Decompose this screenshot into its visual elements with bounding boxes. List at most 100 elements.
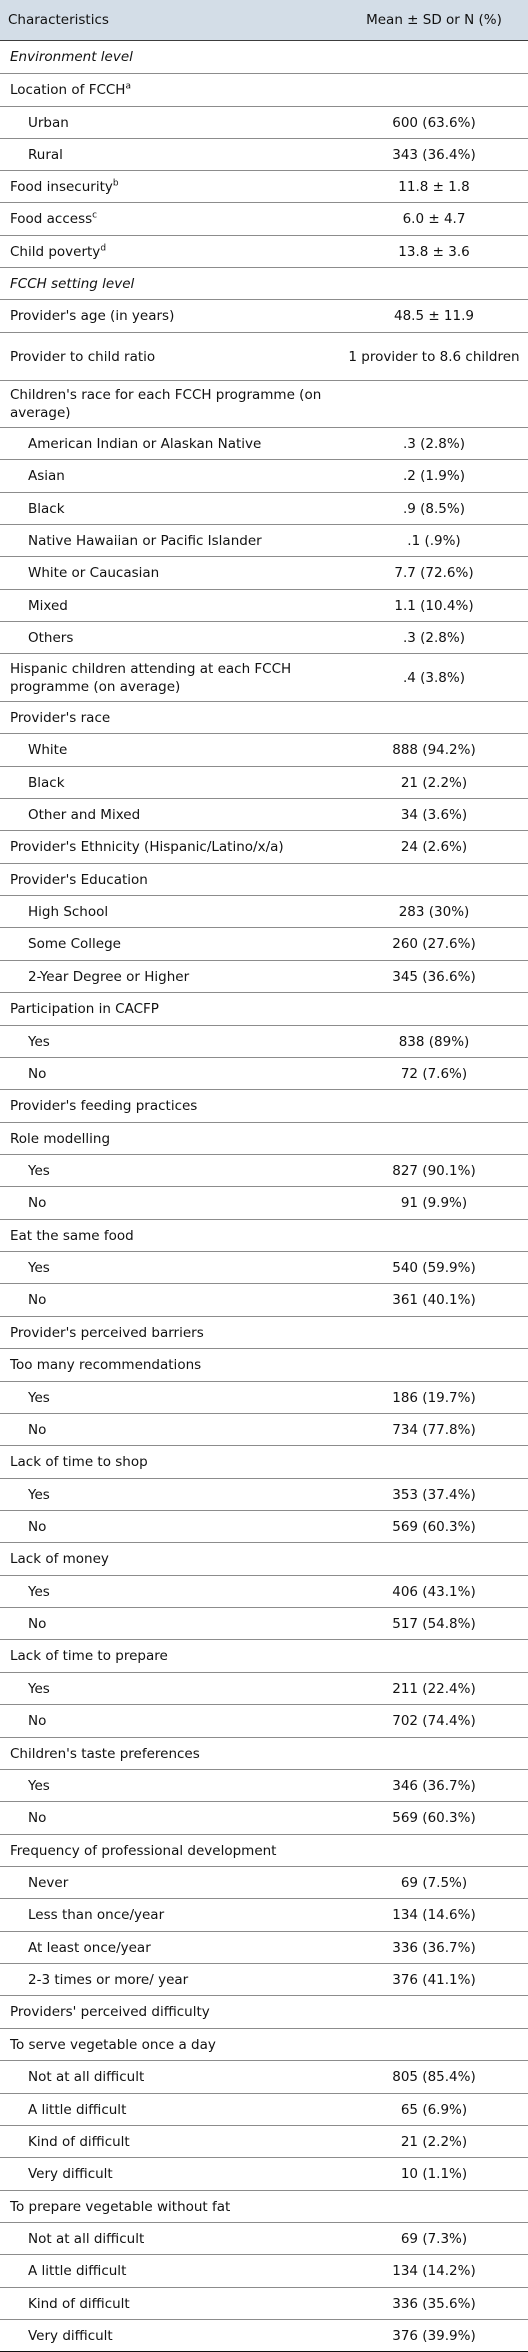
table-row: No 72 (7.6%)	[0, 1057, 528, 1090]
row-label: No	[0, 1057, 340, 1090]
row-label: Rural	[0, 138, 340, 171]
table-row: Provider's feeding practices	[0, 1089, 528, 1123]
row-label-text: American Indian or Alaskan Native	[28, 435, 262, 452]
table-row: Lack of money	[0, 1542, 528, 1576]
row-label-text: Yes	[28, 1486, 50, 1503]
row-label-text: Child poverty	[10, 243, 101, 260]
row-label: Lack of money	[0, 1542, 340, 1576]
row-value: 11.8 ± 1.8	[340, 170, 528, 203]
row-value: 134 (14.6%)	[340, 1898, 528, 1932]
table-row: Providers' perceived difficulty	[0, 1995, 528, 2029]
row-label: 2-Year Degree or Higher	[0, 960, 340, 993]
row-label: Yes	[0, 1251, 340, 1284]
row-label: Kind of difficult	[0, 2125, 340, 2158]
row-label: Native Hawaiian or Pacific Islander	[0, 524, 340, 557]
row-value: 186 (19.7%)	[340, 1381, 528, 1414]
row-label-text: Yes	[28, 1583, 50, 1600]
table-row: Provider's perceived barriers	[0, 1316, 528, 1349]
row-label: Not at all difficult	[0, 2222, 340, 2255]
row-label: Black	[0, 766, 340, 799]
row-label: Children's race for each FCCH programme …	[0, 380, 340, 428]
row-label-text: 2-3 times or more/ year	[28, 1971, 189, 1988]
row-label: Provider's race	[0, 701, 340, 734]
row-label-text: No	[28, 1065, 47, 1082]
row-label-text: Provider's Education	[10, 871, 148, 888]
row-value: 134 (14.2%)	[340, 2254, 528, 2288]
row-label-text: Very difficult	[28, 2166, 113, 2182]
row-value	[340, 1834, 528, 1867]
row-value: 805 (85.4%)	[340, 2060, 528, 2094]
row-value: 91 (9.9%)	[340, 1186, 528, 1220]
row-label-text: No	[28, 1518, 47, 1535]
footnote-marker: b	[112, 178, 119, 188]
row-label: Food insecurityb	[0, 170, 340, 203]
table-row: No 517 (54.8%)	[0, 1607, 528, 1640]
table-row: Lack of time to shop	[0, 1445, 528, 1479]
row-label: Yes	[0, 1672, 340, 1705]
table-row: Food accessc 6.0 ± 4.7	[0, 202, 528, 236]
row-label: Child povertyd	[0, 235, 340, 268]
row-value: 353 (37.4%)	[340, 1478, 528, 1511]
row-label-text: Eat the same food	[10, 1227, 134, 1244]
row-value: 569 (60.3%)	[340, 1510, 528, 1543]
row-label: Provider to child ratio	[0, 332, 340, 381]
row-value: .3 (2.8%)	[340, 427, 528, 460]
row-label: Environment level	[0, 40, 340, 74]
row-value: 24 (2.6%)	[340, 830, 528, 864]
row-label: Eat the same food	[0, 1219, 340, 1252]
row-value: .2 (1.9%)	[340, 459, 528, 493]
footnote-marker: d	[100, 243, 107, 253]
row-label: Other and Mixed	[0, 798, 340, 831]
row-value	[340, 380, 528, 428]
row-value: 7.7 (72.6%)	[340, 556, 528, 590]
row-label: Too many recommendations	[0, 1348, 340, 1382]
row-value: 600 (63.6%)	[340, 106, 528, 139]
row-value	[340, 701, 528, 734]
row-label: Urban	[0, 106, 340, 139]
row-label-text: Hispanic children attending at each FCCH…	[10, 660, 292, 695]
row-label: Never	[0, 1866, 340, 1899]
row-value: 34 (3.6%)	[340, 798, 528, 831]
table-row: Never 69 (7.5%)	[0, 1866, 528, 1899]
row-label-text: Kind of difficult	[28, 2295, 130, 2312]
row-value	[340, 2190, 528, 2223]
row-label-text: Too many recommendations	[10, 1357, 202, 1373]
row-label-text: Lack of money	[10, 1551, 109, 1567]
section-row: Environment level	[0, 40, 528, 74]
row-label: Location of FCCHa	[0, 73, 340, 107]
row-label: Black	[0, 492, 340, 525]
row-label-text: Yes	[28, 1033, 50, 1050]
row-label: FCCH setting level	[0, 267, 340, 300]
row-label-text: White	[28, 742, 68, 758]
row-label-text: No	[28, 1292, 47, 1308]
row-label-text: No	[28, 1615, 47, 1632]
row-label: A little difficult	[0, 2093, 340, 2126]
row-label-text: Lack of time to shop	[10, 1454, 148, 1470]
row-value: 517 (54.8%)	[340, 1607, 528, 1640]
table-row: Yes 186 (19.7%)	[0, 1381, 528, 1414]
table-row: White 888 (94.2%)	[0, 733, 528, 767]
table-body: Environment level Location of FCCHa Urban 6…	[0, 40, 528, 2352]
row-label: Provider's Ethnicity (Hispanic/Latino/x/…	[0, 830, 340, 864]
header-mean-sd-n: Mean ± SD or N (%)	[340, 0, 528, 41]
row-label: No	[0, 1704, 340, 1738]
row-label-text: Environment level	[10, 49, 133, 65]
table-row: To prepare vegetable without fat	[0, 2190, 528, 2223]
row-label-text: 2-Year Degree or Higher	[28, 968, 190, 985]
row-value: 702 (74.4%)	[340, 1704, 528, 1738]
row-label: Yes	[0, 1478, 340, 1511]
row-label: Lack of time to prepare	[0, 1639, 340, 1673]
table-row: 2-Year Degree or Higher 345 (36.6%)	[0, 960, 528, 993]
row-label-text: Black	[28, 500, 65, 517]
row-label: American Indian or Alaskan Native	[0, 427, 340, 460]
row-value: .3 (2.8%)	[340, 621, 528, 654]
row-label-text: No	[28, 1713, 47, 1729]
row-label: At least once/year	[0, 1931, 340, 1964]
table-row: Lack of time to prepare	[0, 1639, 528, 1673]
table-row: Yes 211 (22.4%)	[0, 1672, 528, 1705]
row-label-text: Provider's Ethnicity (Hispanic/Latino/x/…	[10, 839, 284, 855]
row-label: Participation in CACFP	[0, 992, 340, 1026]
row-value: 211 (22.4%)	[340, 1672, 528, 1705]
row-label-text: Frequency of professional development	[10, 1842, 277, 1859]
